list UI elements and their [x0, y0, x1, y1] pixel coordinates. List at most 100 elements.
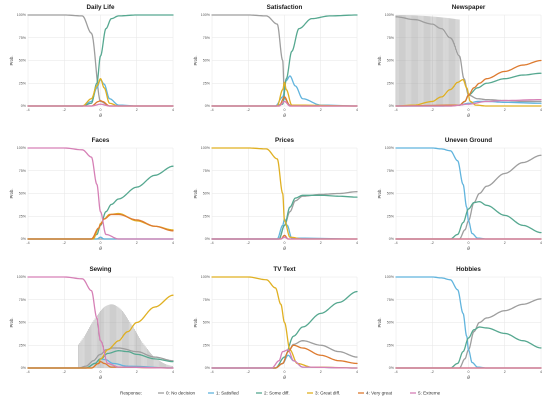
x-tick-label: 4 [540, 108, 542, 112]
series-line [395, 98, 542, 107]
x-tick-label: -4 [26, 370, 29, 374]
x-tick-label: 0 [468, 241, 470, 245]
x-tick-label: 4 [356, 241, 358, 245]
series-line [211, 276, 358, 369]
series-line [27, 78, 174, 107]
series-line [27, 350, 174, 369]
y-tick-label: 50% [387, 192, 395, 196]
series-line [27, 360, 174, 369]
y-tick-label: 25% [19, 81, 27, 85]
y-tick-label: 50% [19, 192, 27, 196]
panel-title: Daily Life [87, 4, 115, 11]
y-tick-label: 50% [19, 321, 27, 325]
x-tick-label: 0 [284, 241, 286, 245]
panel-8: 0% 25% 50% 75% 100% -4 -2 0 2 4 Hobbies θ Prob. [377, 266, 542, 380]
legend: Response: 0: No decision 1: Satisfied 2: So… [120, 391, 441, 396]
legend-label: 2: Some diff. [264, 391, 290, 396]
x-tick-label: -4 [210, 370, 213, 374]
x-tick-label: 4 [540, 370, 542, 374]
y-tick-label: 50% [387, 321, 395, 325]
x-tick-label: 2 [320, 370, 322, 374]
band-region [78, 304, 173, 368]
y-tick-label: 25% [387, 214, 395, 218]
x-tick-label: -2 [63, 370, 66, 374]
x-tick-label: -4 [394, 370, 397, 374]
x-tick-label: 2 [320, 108, 322, 112]
panel-title: Newspaper [452, 4, 486, 11]
y-tick-label: 0% [21, 237, 27, 241]
legend-label: 0: No decision [166, 391, 196, 396]
x-tick-label: 4 [356, 108, 358, 112]
y-tick-label: 50% [203, 321, 211, 325]
y-tick-label: 25% [203, 214, 211, 218]
y-tick-label: 100% [201, 146, 211, 150]
x-tick-label: 2 [504, 370, 506, 374]
x-axis-label: θ [467, 113, 470, 118]
y-tick-label: 0% [21, 366, 27, 370]
series-line [211, 236, 358, 240]
series-line [395, 59, 542, 107]
y-tick-label: 0% [205, 366, 211, 370]
x-axis-label: θ [99, 375, 102, 380]
y-tick-label: 25% [19, 214, 27, 218]
y-tick-label: 100% [17, 275, 27, 279]
y-axis-label: Prob. [9, 188, 14, 198]
legend-label: 5: Extreme [418, 391, 441, 396]
x-tick-label: 2 [504, 108, 506, 112]
series-line [395, 154, 542, 240]
panel-title: Sewing [89, 266, 111, 273]
x-tick-label: -2 [431, 108, 434, 112]
x-tick-label: -4 [26, 241, 29, 245]
legend-label: 1: Satisfied [216, 391, 239, 396]
series-line [27, 347, 174, 369]
y-axis-label: Prob. [9, 55, 14, 65]
panel-title: Hobbies [456, 266, 481, 273]
x-tick-label: -2 [247, 370, 250, 374]
panel-6: 0% 25% 50% 75% 100% -4 -2 0 2 4 Sewing θ Prob. [9, 266, 174, 380]
x-tick-label: 0 [284, 370, 286, 374]
y-tick-label: 75% [203, 298, 211, 302]
series-line [27, 103, 174, 107]
x-tick-label: 4 [540, 241, 542, 245]
y-tick-label: 25% [387, 81, 395, 85]
x-tick-label: 2 [320, 241, 322, 245]
y-axis-label: Prob. [193, 317, 198, 327]
panel-3: 0% 25% 50% 75% 100% -4 -2 0 2 4 Faces θ Prob. [9, 137, 174, 251]
y-tick-label: 25% [203, 81, 211, 85]
y-axis-label: Prob. [193, 188, 198, 198]
series-line [395, 326, 542, 369]
x-tick-label: 0 [100, 241, 102, 245]
y-tick-label: 0% [389, 104, 395, 108]
x-tick-label: 2 [504, 241, 506, 245]
x-tick-label: 2 [136, 370, 138, 374]
y-tick-label: 100% [385, 13, 395, 17]
y-axis-label: Prob. [377, 188, 382, 198]
y-tick-label: 100% [201, 275, 211, 279]
series-line [211, 344, 358, 369]
series-line [395, 78, 542, 107]
band-region [395, 15, 460, 106]
x-tick-label: -2 [63, 241, 66, 245]
panel-5: 0% 25% 50% 75% 100% -4 -2 0 2 4 Uneven Ground θ Prob… [377, 137, 542, 251]
x-axis-label: θ [99, 246, 102, 251]
y-tick-label: 75% [19, 298, 27, 302]
x-tick-label: 2 [136, 241, 138, 245]
y-tick-label: 75% [19, 169, 27, 173]
series-line [395, 201, 542, 240]
x-tick-label: 4 [356, 370, 358, 374]
panel-title: Prices [275, 137, 294, 144]
x-tick-label: 2 [136, 108, 138, 112]
x-tick-label: 4 [172, 241, 174, 245]
x-tick-label: -4 [394, 108, 397, 112]
x-axis-label: θ [467, 246, 470, 251]
y-axis-label: Prob. [377, 55, 382, 65]
y-axis-label: Prob. [377, 317, 382, 327]
y-tick-label: 100% [17, 13, 27, 17]
panel-4: 0% 25% 50% 75% 100% -4 -2 0 2 4 Prices θ Prob. [193, 137, 358, 251]
y-axis-label: Prob. [193, 55, 198, 65]
y-tick-label: 100% [201, 13, 211, 17]
series-line [395, 147, 542, 240]
series-line [211, 100, 358, 107]
x-tick-label: -4 [26, 108, 29, 112]
